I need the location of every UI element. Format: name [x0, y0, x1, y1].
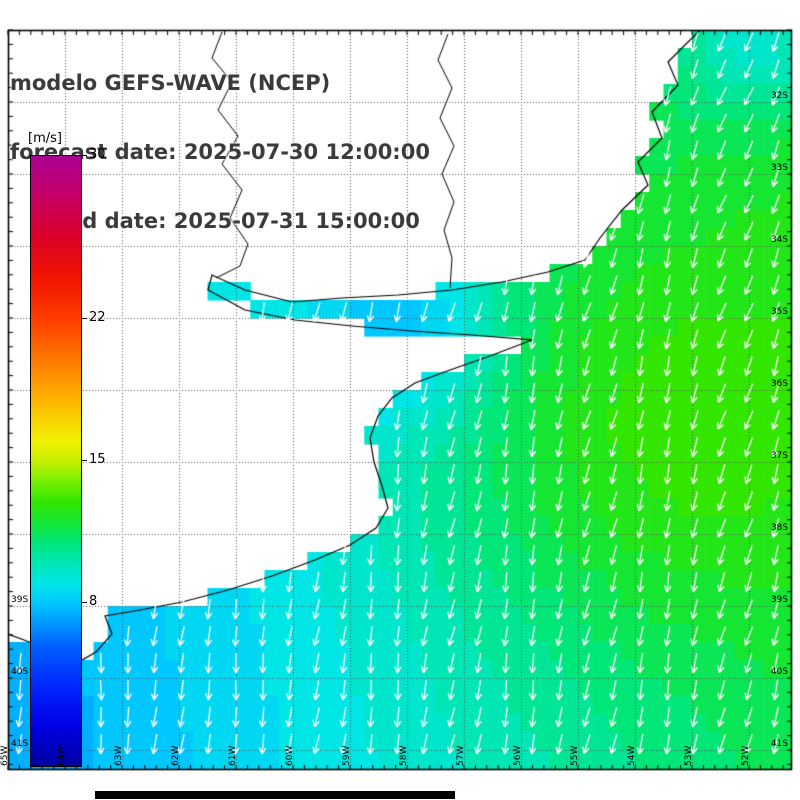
lon-label: 52W: [741, 745, 751, 766]
colorbar-tick: [81, 318, 87, 319]
lat-label-right: 39S: [770, 595, 788, 605]
lon-label: 54W: [627, 745, 637, 766]
colorbar-tick: [81, 460, 87, 461]
lon-label: 58W: [399, 745, 409, 766]
lon-label: 55W: [570, 745, 580, 766]
lat-label-right: 35S: [770, 307, 788, 317]
colorbar: [30, 155, 82, 767]
colorbar-tick: [81, 155, 87, 156]
lat-label-right: 38S: [770, 523, 788, 533]
title-block: modelo GEFS-WAVE (NCEP) forecast date: 2…: [10, 26, 430, 279]
lon-label: 65W: [0, 745, 10, 766]
lon-label: 63W: [114, 745, 124, 766]
lon-label: 57W: [456, 745, 466, 766]
lon-label: 64W: [57, 745, 67, 766]
colorbar-unit-label: [m/s]: [28, 131, 62, 146]
lat-label-right: 41S: [770, 739, 788, 749]
colorbar-tick-label: 15: [89, 452, 106, 467]
lon-label: 60W: [285, 745, 295, 766]
lon-label: 59W: [342, 745, 352, 766]
bottom-bar: [95, 791, 455, 799]
lon-label: 61W: [228, 745, 238, 766]
lat-label-right: 32S: [770, 91, 788, 101]
lat-label-right: 34S: [770, 235, 788, 245]
lat-label-right: 37S: [770, 451, 788, 461]
colorbar-tick-label: 8: [89, 594, 98, 609]
lat-label-right: 33S: [770, 163, 788, 173]
lat-label-left: 41S: [11, 739, 29, 749]
lon-label: 56W: [513, 745, 523, 766]
forecast-date-line: forecast date: 2025-07-30 12:00:00: [10, 140, 430, 164]
lat-label-left: 39S: [11, 595, 29, 605]
lat-label-left: 40S: [11, 667, 29, 677]
colorbar-tick-label: 30: [89, 147, 106, 162]
lon-label: 53W: [684, 745, 694, 766]
model-title: modelo GEFS-WAVE (NCEP): [10, 71, 331, 95]
colorbar-tick-label: 22: [89, 310, 106, 325]
lon-label: 62W: [171, 745, 181, 766]
lat-label-right: 40S: [770, 667, 788, 677]
colorbar-tick: [81, 602, 87, 603]
lat-label-right: 36S: [770, 379, 788, 389]
